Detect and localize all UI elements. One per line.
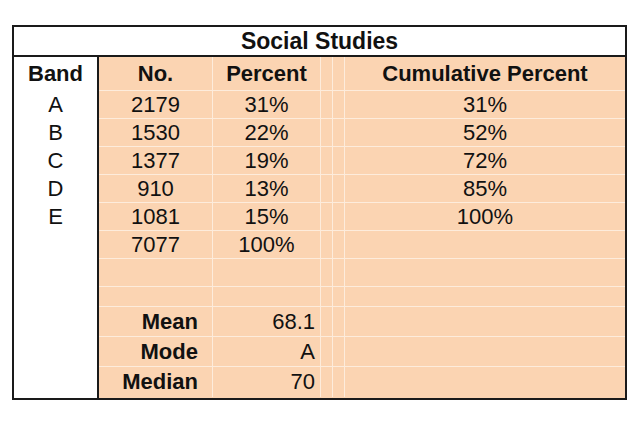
no-cell: 1081 <box>99 203 213 230</box>
empty-cell <box>213 259 321 286</box>
spacer-cell <box>321 57 333 90</box>
spacer-cell <box>321 147 333 174</box>
stat-value: 68.1 <box>213 307 321 336</box>
screenshot-canvas: Social Studies Band A B C D E No. Percen… <box>0 0 635 423</box>
band-cell: B <box>14 119 97 147</box>
band-cell: E <box>14 203 97 231</box>
spacer-cell <box>321 231 333 258</box>
spacer-cell <box>333 231 345 258</box>
col-header-no: No. <box>99 57 213 90</box>
empty-cell <box>345 259 625 286</box>
table-body: Band A B C D E No. Percent Cumulative Pe… <box>14 57 625 398</box>
spacer-cell <box>333 337 345 366</box>
percent-cell: 19% <box>213 147 321 174</box>
empty-cell <box>213 287 321 306</box>
spacer-cell <box>333 175 345 202</box>
empty-cell <box>345 231 625 258</box>
empty-cell <box>345 287 625 306</box>
spacer-cell <box>321 287 333 306</box>
spacer-cell <box>321 119 333 146</box>
spacer-cell <box>333 367 345 397</box>
band-cell: C <box>14 147 97 175</box>
empty-cell <box>99 287 213 306</box>
spacer-cell <box>333 147 345 174</box>
percent-cell: 15% <box>213 203 321 230</box>
table-row-b: 1530 22% 52% <box>99 119 625 147</box>
col-header-cumulative: Cumulative Percent <box>345 57 625 90</box>
table-row-e: 1081 15% 100% <box>99 203 625 231</box>
stat-value: A <box>213 337 321 366</box>
social-studies-table: Social Studies Band A B C D E No. Percen… <box>12 25 627 400</box>
spacer-cell <box>333 119 345 146</box>
stat-row-mean: Mean 68.1 <box>99 307 625 337</box>
empty-row <box>99 287 625 307</box>
table-title: Social Studies <box>14 27 625 57</box>
spacer-cell <box>333 57 345 90</box>
cumulative-cell: 52% <box>345 119 625 146</box>
empty-cell <box>345 307 625 336</box>
band-cell: A <box>14 91 97 119</box>
band-column-header: Band <box>14 57 97 91</box>
col-header-percent: Percent <box>213 57 321 90</box>
band-cell: D <box>14 175 97 203</box>
cumulative-cell: 85% <box>345 175 625 202</box>
table-row-a: 2179 31% 31% <box>99 91 625 119</box>
cumulative-cell: 100% <box>345 203 625 230</box>
header-row: No. Percent Cumulative Percent <box>99 57 625 91</box>
cumulative-cell: 72% <box>345 147 625 174</box>
empty-cell <box>345 337 625 366</box>
stat-label: Median <box>99 367 213 397</box>
total-percent-cell: 100% <box>213 231 321 258</box>
spacer-cell <box>333 203 345 230</box>
total-no-cell: 7077 <box>99 231 213 258</box>
spacer-cell <box>321 367 333 397</box>
spacer-cell <box>321 91 333 118</box>
spacer-cell <box>321 203 333 230</box>
percent-cell: 22% <box>213 119 321 146</box>
cumulative-cell: 31% <box>345 91 625 118</box>
spacer-cell <box>333 91 345 118</box>
spacer-cell <box>321 337 333 366</box>
empty-row <box>99 259 625 287</box>
percent-cell: 31% <box>213 91 321 118</box>
spacer-cell <box>321 259 333 286</box>
spacer-cell <box>321 307 333 336</box>
no-cell: 2179 <box>99 91 213 118</box>
spacer-cell <box>333 287 345 306</box>
empty-cell <box>345 367 625 397</box>
stat-label: Mode <box>99 337 213 366</box>
data-columns: No. Percent Cumulative Percent 2179 31% … <box>99 57 625 398</box>
percent-cell: 13% <box>213 175 321 202</box>
stat-row-mode: Mode A <box>99 337 625 367</box>
spacer-cell <box>333 307 345 336</box>
no-cell: 1377 <box>99 147 213 174</box>
stat-label: Mean <box>99 307 213 336</box>
spacer-cell <box>333 259 345 286</box>
spacer-cell <box>321 175 333 202</box>
table-row-d: 910 13% 85% <box>99 175 625 203</box>
band-column: Band A B C D E <box>14 57 99 398</box>
table-row-c: 1377 19% 72% <box>99 147 625 175</box>
no-cell: 1530 <box>99 119 213 146</box>
empty-cell <box>99 259 213 286</box>
total-row: 7077 100% <box>99 231 625 259</box>
stat-value: 70 <box>213 367 321 397</box>
no-cell: 910 <box>99 175 213 202</box>
stat-row-median: Median 70 <box>99 367 625 397</box>
